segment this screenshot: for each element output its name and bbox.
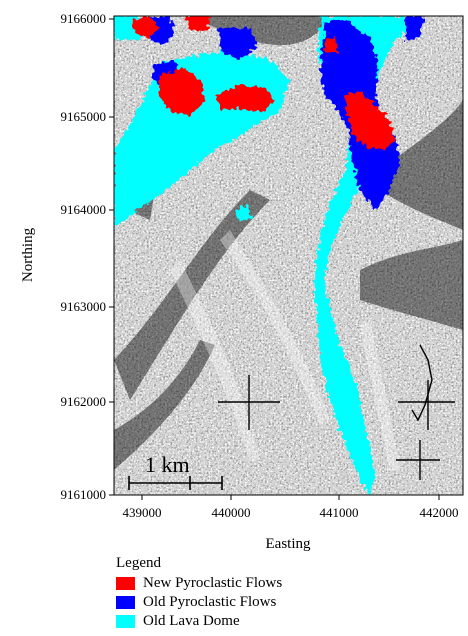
legend-label: Old Pyroclastic Flows bbox=[143, 594, 277, 610]
x-tick-label: 441000 bbox=[320, 505, 359, 520]
classification-overlay bbox=[114, 16, 425, 495]
cyan-swatch-icon bbox=[116, 615, 135, 628]
y-tick-label: 9166000 bbox=[61, 11, 107, 26]
legend: Legend New Pyroclastic Flows Old Pyrocla… bbox=[116, 554, 416, 631]
legend-item: Old Pyroclastic Flows bbox=[116, 593, 416, 612]
annotation-marks bbox=[218, 344, 455, 480]
y-ticks bbox=[109, 18, 114, 496]
y-tick-label: 9163000 bbox=[61, 299, 107, 314]
y-tick-label: 9161000 bbox=[61, 487, 107, 502]
legend-title: Legend bbox=[116, 555, 161, 571]
legend-label: New Pyroclastic Flows bbox=[143, 575, 283, 591]
legend-item: Old Lava Dome bbox=[116, 612, 416, 631]
x-ticks bbox=[141, 495, 440, 500]
x-tick-label: 439000 bbox=[123, 505, 162, 520]
y-tick-label: 9165000 bbox=[61, 109, 107, 124]
satellite-image: 1 km bbox=[114, 16, 463, 495]
map-frame bbox=[113, 15, 464, 496]
blue-swatch-icon bbox=[116, 596, 135, 609]
y-axis-title: Northing bbox=[20, 227, 36, 282]
red-swatch-icon bbox=[116, 577, 135, 590]
y-tick-label: 9162000 bbox=[61, 394, 107, 409]
y-tick-label: 9164000 bbox=[61, 202, 107, 217]
x-tick-label: 440000 bbox=[212, 505, 251, 520]
legend-label: Old Lava Dome bbox=[143, 613, 240, 629]
scale-bar: 1 km bbox=[128, 452, 223, 490]
legend-item: New Pyroclastic Flows bbox=[116, 574, 416, 593]
scale-bar-label: 1 km bbox=[145, 452, 190, 477]
x-tick-label: 442000 bbox=[420, 505, 459, 520]
x-axis-title: Easting bbox=[266, 536, 311, 552]
